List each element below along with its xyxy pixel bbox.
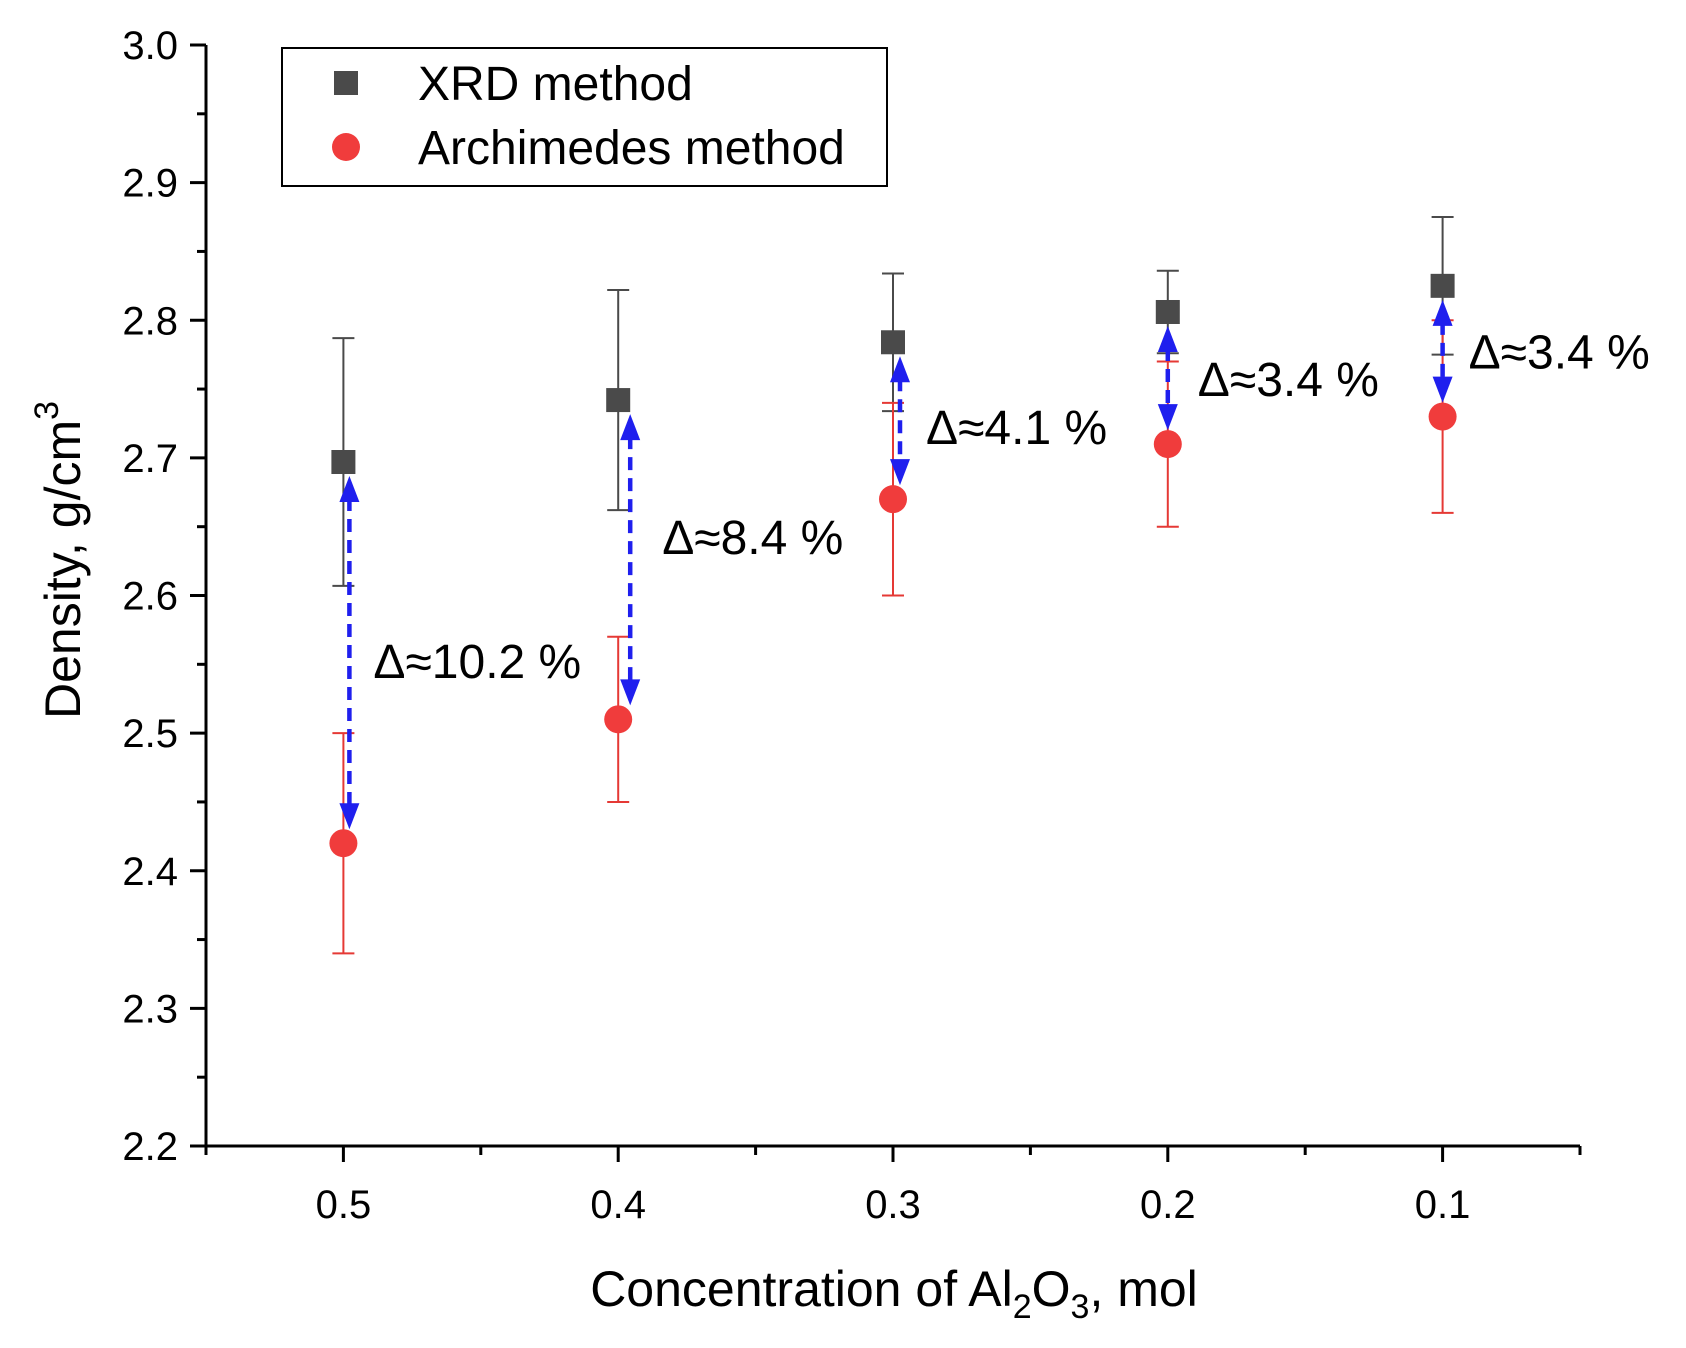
delta-label: Δ≈4.1 %: [926, 402, 1107, 455]
delta-label: Δ≈8.4 %: [662, 512, 843, 565]
series-layer: [329, 216, 1457, 955]
y-axis-title-main: Density, g/cm: [35, 420, 91, 719]
x-tick-label: 0.1: [1415, 1183, 1471, 1227]
delta-arrow-group: Δ≈8.4 %: [620, 414, 843, 706]
y-tick-label: 2.3: [122, 987, 178, 1031]
x-axis-title-mid: O: [1032, 1261, 1071, 1317]
y-tick-label: 2.6: [122, 575, 178, 619]
delta-arrow-head-up: [1432, 299, 1453, 326]
data-point-xrd: [1430, 273, 1455, 298]
y-axis: 2.2 2.3 2.4 2.5 2.6 2.7 2.8 2.9 3.0: [122, 24, 208, 1169]
x-tick-label: 0.4: [590, 1183, 646, 1227]
y-tick-label: 3.0: [122, 24, 178, 68]
delta-label: Δ≈10.2 %: [373, 636, 581, 689]
legend-marker-xrd: [334, 71, 358, 95]
x-axis-title-subscript-1: 2: [1013, 1288, 1032, 1326]
y-axis-title-superscript: 3: [28, 401, 66, 420]
x-tick-label: 0.3: [865, 1183, 921, 1227]
y-tick-label: 2.8: [122, 299, 178, 343]
delta-arrow-group: Δ≈4.1 %: [890, 356, 1107, 486]
y-tick-label: 2.2: [122, 1125, 178, 1169]
x-axis-title-prefix: Concentration of Al: [590, 1261, 1013, 1317]
delta-arrow-head-up: [1157, 325, 1178, 352]
y-tick-label: 2.9: [122, 162, 178, 206]
delta-arrow-head-down: [339, 803, 360, 830]
data-point-xrd: [881, 330, 905, 355]
legend-label-xrd: XRD method: [418, 58, 693, 111]
data-point-xrd: [1155, 299, 1180, 324]
data-point-xrd: [331, 450, 356, 475]
x-axis-title-subscript-2: 3: [1071, 1288, 1090, 1326]
data-point-xrd: [606, 388, 631, 413]
data-point-archimedes: [1428, 402, 1457, 431]
delta-label: Δ≈3.4 %: [1198, 354, 1379, 407]
delta-arrow-head-down: [1157, 404, 1178, 431]
data-point-archimedes: [879, 485, 907, 514]
legend-label-archimedes: Archimedes method: [418, 122, 845, 175]
delta-arrow-head-down: [620, 679, 641, 706]
y-tick-label: 2.5: [122, 712, 178, 756]
y-tick-label: 2.4: [122, 850, 178, 894]
legend-box: [281, 47, 888, 187]
y-tick-label: 2.7: [122, 437, 178, 481]
data-point-archimedes: [1153, 430, 1182, 459]
x-axis: 0.5 0.4 0.3 0.2 0.1: [204, 1144, 1582, 1227]
legend-marker-archimedes: [332, 133, 360, 161]
delta-arrow-group: Δ≈10.2 %: [339, 476, 581, 830]
delta-arrow-group: Δ≈3.4 %: [1432, 299, 1650, 403]
delta-arrow-group: Δ≈3.4 %: [1157, 325, 1379, 431]
delta-arrow-head-up: [890, 356, 910, 383]
y-axis-title: Density, g/cm3: [28, 401, 91, 719]
data-point-archimedes: [329, 829, 358, 858]
series-archimedes: [329, 319, 1457, 955]
annotation-layer: Δ≈10.2 % Δ≈8.4 % Δ≈4.1 % Δ≈3.4 % Δ≈3.4 %: [339, 299, 1650, 830]
delta-arrow-head-up: [339, 476, 360, 503]
x-tick-label: 0.5: [316, 1183, 372, 1227]
delta-arrow-head-down: [1432, 376, 1453, 403]
x-axis-title-suffix: , mol: [1089, 1261, 1197, 1317]
delta-arrow-head-up: [620, 414, 641, 441]
x-axis-title: Concentration of Al2O3, mol: [590, 1261, 1198, 1326]
legend: XRD method Archimedes method: [281, 47, 888, 187]
delta-label: Δ≈3.4 %: [1469, 326, 1650, 379]
x-tick-label: 0.2: [1140, 1183, 1196, 1227]
delta-arrow-head-down: [890, 459, 910, 486]
data-point-archimedes: [604, 705, 633, 734]
